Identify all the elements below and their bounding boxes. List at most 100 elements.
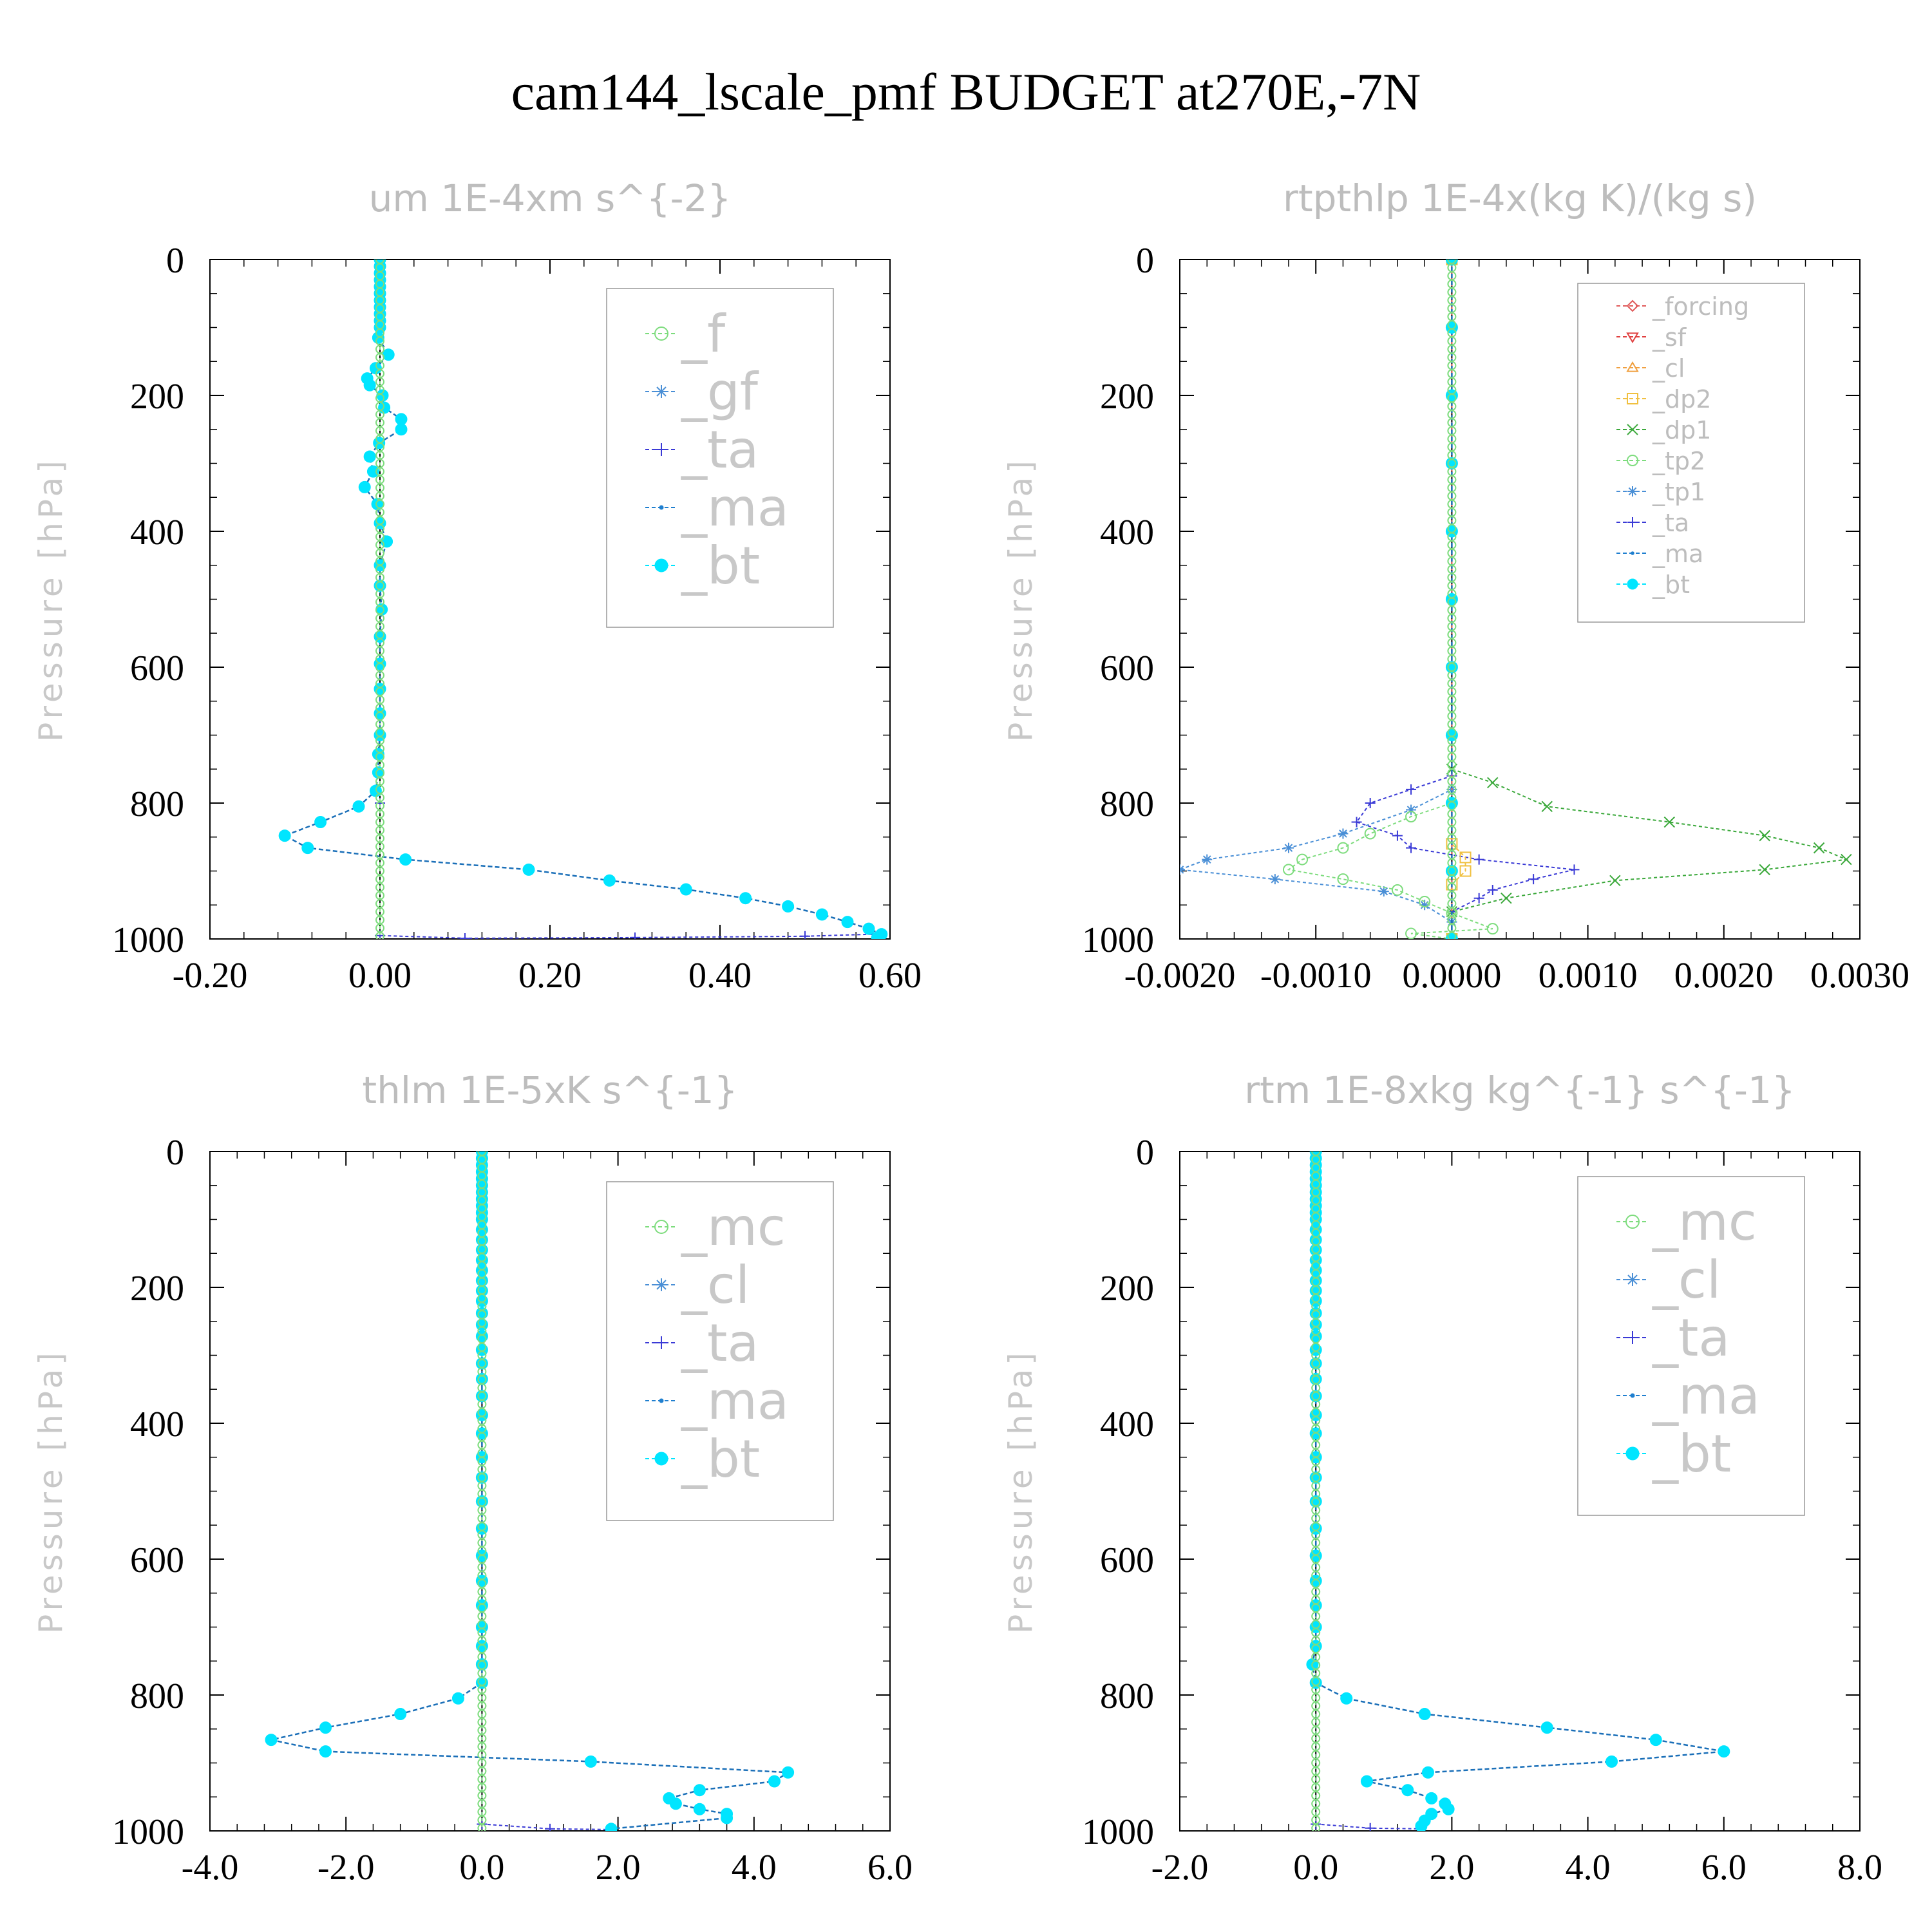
y-tick-label: 200 (1100, 377, 1154, 417)
data-point-bt (1415, 1820, 1428, 1831)
data-point-ta (1528, 874, 1539, 885)
x-tick-label: 0.0000 (1402, 956, 1501, 996)
legend-box (1577, 283, 1805, 623)
legend-marker (1626, 332, 1639, 343)
data-point-tp1 (1283, 842, 1294, 853)
data-point-tp2 (1419, 895, 1431, 907)
series-line-tp2 (1287, 260, 1493, 939)
legend-marker (1625, 1446, 1640, 1461)
data-point-bt (352, 800, 365, 813)
data-point-bt (319, 1721, 332, 1734)
data-point-ta (545, 1823, 555, 1831)
data-point-bt (1718, 1745, 1730, 1758)
data-point-tp2 (1405, 811, 1417, 823)
legend-marker (655, 443, 668, 456)
data-point-ta (1473, 893, 1484, 904)
data-point-bt (1442, 1803, 1455, 1815)
data-point-ta (1365, 798, 1376, 808)
x-tick-label: 0.20 (518, 956, 582, 996)
legend-label: _ta (681, 420, 759, 480)
x-tick-label: 0.60 (858, 956, 922, 996)
legend-label: _forcing (1652, 292, 1749, 321)
x-tick-label: 6.0 (867, 1848, 913, 1888)
legend-label: _dp2 (1652, 385, 1711, 413)
panel-title: thlm 1E-5xK s^{-1} (362, 1068, 737, 1112)
series-line-ta (1355, 260, 1575, 939)
y-tick-label: 0 (166, 1133, 184, 1173)
data-point-tp1 (1378, 886, 1389, 897)
figure-title: cam144_lscale_pmf BUDGET at270E,-7N (511, 62, 1421, 121)
y-axis-label: Pressure [hPa] (1002, 457, 1039, 742)
x-tick-label: 4.0 (732, 1848, 777, 1888)
y-axis-label: Pressure [hPa] (1002, 1349, 1039, 1634)
legend-label: _cl (1652, 354, 1685, 383)
data-point-bt (395, 423, 408, 436)
data-point-dp1 (1609, 875, 1621, 886)
legend-marker (1626, 1273, 1639, 1286)
x-tick-label: 2.0 (1429, 1848, 1474, 1888)
data-point-dp1 (1541, 800, 1553, 812)
legend: _f_gf_ta_ma_bt (606, 288, 834, 628)
y-tick-label: 800 (130, 784, 184, 824)
legend-label: _tp1 (1652, 478, 1705, 506)
chart-panel-um: um 1E-4xm s^{-2} Pressure [hPa] -0.20 0.00 0… (32, 176, 922, 996)
x-tick-label: -2.0 (1151, 1848, 1209, 1888)
y-tick-label: 600 (1100, 1540, 1154, 1580)
data-point-bt (815, 908, 828, 921)
data-point-bt (319, 1745, 332, 1758)
x-tick-label: 0.0 (459, 1848, 504, 1888)
data-point-bt (1309, 1522, 1322, 1535)
x-tick-label: 0.0020 (1674, 956, 1774, 996)
data-point-bt (366, 465, 379, 478)
data-point-bt (871, 931, 884, 939)
data-point-bt (278, 829, 291, 842)
y-tick-label: 0 (166, 241, 184, 281)
data-point-dp1 (1487, 777, 1499, 789)
data-point-bt (265, 1734, 278, 1747)
y-tick-label: 800 (1100, 784, 1154, 824)
data-point-bt (862, 922, 875, 935)
y-tick-label: 1000 (1082, 920, 1154, 960)
series-line-ta (481, 1151, 612, 1830)
data-point-tp1 (1269, 874, 1280, 885)
data-point-bt (395, 413, 408, 426)
legend-label: _mc (681, 1197, 786, 1257)
legend-marker (1626, 361, 1639, 372)
x-tick-label: -0.0020 (1124, 956, 1236, 996)
series-group (265, 1151, 795, 1831)
data-point-bt (693, 1784, 706, 1797)
data-point-tp2 (1364, 828, 1376, 840)
data-point-bt (363, 450, 376, 463)
data-point-bt (374, 630, 386, 643)
y-tick-label: 1000 (112, 920, 184, 960)
data-point-bt (605, 1823, 618, 1831)
data-point-bt (768, 1775, 781, 1788)
legend-marker (1626, 299, 1639, 312)
y-tick-label: 200 (130, 1269, 184, 1309)
data-point-dp1 (1813, 842, 1825, 854)
data-point-bt (841, 916, 854, 929)
data-point-dp2 (1459, 851, 1472, 864)
y-tick-label: 600 (1100, 649, 1154, 688)
data-point-tp2 (1486, 923, 1499, 935)
series-line-tp1 (1180, 260, 1453, 939)
data-point-dp1 (1663, 816, 1676, 828)
x-tick-label: 0.0 (1293, 1848, 1338, 1888)
legend-marker (1631, 551, 1634, 555)
legend-label: _sf (1652, 323, 1687, 352)
data-point-dp1 (1759, 829, 1770, 842)
legend: _mc_cl_ta_ma_bt (1577, 1176, 1805, 1516)
legend-label: _bt (1652, 1424, 1731, 1484)
x-tick-label: 0.0010 (1539, 956, 1638, 996)
legend-label: _bt (1652, 571, 1690, 599)
legend-label: _cl (681, 1255, 750, 1315)
data-point-bt (1605, 1755, 1618, 1768)
legend-label: _cl (1652, 1250, 1721, 1310)
data-point-bt (475, 1318, 488, 1331)
legend-marker (1627, 578, 1638, 590)
data-point-bt (394, 1708, 407, 1721)
legend-marker (654, 327, 668, 341)
legend-marker (654, 1452, 668, 1466)
y-tick-label: 1000 (112, 1812, 184, 1852)
